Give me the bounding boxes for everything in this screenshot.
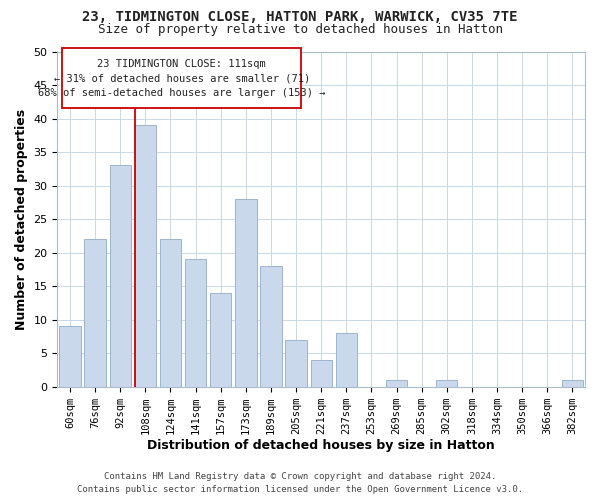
Text: Contains public sector information licensed under the Open Government Licence v3: Contains public sector information licen… — [77, 485, 523, 494]
Bar — [160, 239, 181, 386]
Bar — [85, 239, 106, 386]
Bar — [260, 266, 281, 386]
Bar — [386, 380, 407, 386]
Text: Size of property relative to detached houses in Hatton: Size of property relative to detached ho… — [97, 22, 503, 36]
X-axis label: Distribution of detached houses by size in Hatton: Distribution of detached houses by size … — [148, 440, 495, 452]
Bar — [59, 326, 80, 386]
Bar — [210, 293, 232, 386]
Bar — [110, 166, 131, 386]
Y-axis label: Number of detached properties: Number of detached properties — [15, 108, 28, 330]
Bar — [562, 380, 583, 386]
Bar — [185, 260, 206, 386]
Text: 23, TIDMINGTON CLOSE, HATTON PARK, WARWICK, CV35 7TE: 23, TIDMINGTON CLOSE, HATTON PARK, WARWI… — [82, 10, 518, 24]
Text: 23 TIDMINGTON CLOSE: 111sqm
← 31% of detached houses are smaller (71)
68% of sem: 23 TIDMINGTON CLOSE: 111sqm ← 31% of det… — [38, 58, 326, 98]
Bar — [436, 380, 457, 386]
Bar — [335, 333, 357, 386]
Bar — [286, 340, 307, 386]
Text: Contains HM Land Registry data © Crown copyright and database right 2024.: Contains HM Land Registry data © Crown c… — [104, 472, 496, 481]
Bar — [311, 360, 332, 386]
Bar — [235, 199, 257, 386]
Bar — [134, 125, 156, 386]
